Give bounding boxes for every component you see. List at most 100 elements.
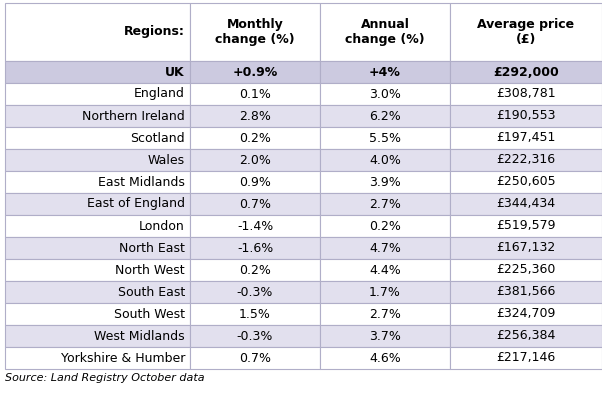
Text: 3.0%: 3.0% (369, 87, 401, 100)
Text: 0.9%: 0.9% (239, 176, 271, 189)
Text: £344,434: £344,434 (497, 197, 556, 210)
Bar (320, 127, 450, 149)
Text: London: London (139, 220, 185, 233)
Text: North West: North West (116, 263, 185, 276)
Text: 0.2%: 0.2% (239, 263, 271, 276)
Bar (190, 83, 320, 105)
Text: -1.6%: -1.6% (237, 241, 273, 255)
Text: £217,146: £217,146 (497, 352, 556, 365)
Text: +0.9%: +0.9% (232, 66, 278, 79)
Text: 0.2%: 0.2% (239, 131, 271, 144)
Bar (450, 171, 602, 193)
Text: 0.7%: 0.7% (239, 352, 271, 365)
Bar (5, 3, 190, 61)
Bar (450, 149, 602, 171)
Bar (5, 193, 190, 215)
Text: 6.2%: 6.2% (369, 110, 401, 123)
Text: -0.3%: -0.3% (237, 286, 273, 299)
Text: 4.0%: 4.0% (369, 153, 401, 166)
Bar (5, 303, 190, 325)
Bar (5, 259, 190, 281)
Bar (5, 325, 190, 347)
Text: Northern Ireland: Northern Ireland (82, 110, 185, 123)
Bar (320, 3, 450, 61)
Bar (5, 215, 190, 237)
Bar (5, 149, 190, 171)
Text: East of England: East of England (87, 197, 185, 210)
Text: Annual
change (%): Annual change (%) (345, 18, 425, 46)
Bar (450, 61, 602, 83)
Bar (5, 105, 190, 127)
Bar (190, 3, 320, 61)
Bar (190, 105, 320, 127)
Bar (190, 193, 320, 215)
Text: £324,709: £324,709 (496, 307, 556, 320)
Text: Source: Land Registry October data: Source: Land Registry October data (5, 373, 205, 383)
Bar (450, 215, 602, 237)
Text: South West: South West (114, 307, 185, 320)
Bar (320, 171, 450, 193)
Text: 4.6%: 4.6% (369, 352, 401, 365)
Text: Yorkshire & Humber: Yorkshire & Humber (61, 352, 185, 365)
Bar (320, 325, 450, 347)
Text: £225,360: £225,360 (496, 263, 556, 276)
Bar (5, 83, 190, 105)
Text: 3.7%: 3.7% (369, 330, 401, 342)
Bar (450, 83, 602, 105)
Bar (450, 281, 602, 303)
Bar (5, 281, 190, 303)
Text: Wales: Wales (148, 153, 185, 166)
Bar (190, 237, 320, 259)
Bar (320, 61, 450, 83)
Bar (190, 259, 320, 281)
Bar (5, 347, 190, 369)
Text: England: England (134, 87, 185, 100)
Text: £308,781: £308,781 (496, 87, 556, 100)
Bar (450, 325, 602, 347)
Text: 2.7%: 2.7% (369, 197, 401, 210)
Bar (190, 325, 320, 347)
Text: 1.7%: 1.7% (369, 286, 401, 299)
Bar (5, 171, 190, 193)
Text: Average price
(£): Average price (£) (477, 18, 574, 46)
Bar (320, 259, 450, 281)
Text: 0.2%: 0.2% (369, 220, 401, 233)
Text: £292,000: £292,000 (493, 66, 559, 79)
Bar (450, 237, 602, 259)
Bar (5, 127, 190, 149)
Text: Regions:: Regions: (124, 26, 185, 39)
Text: East Midlands: East Midlands (98, 176, 185, 189)
Text: 4.7%: 4.7% (369, 241, 401, 255)
Bar (320, 83, 450, 105)
Bar (450, 3, 602, 61)
Bar (320, 237, 450, 259)
Text: -0.3%: -0.3% (237, 330, 273, 342)
Text: 1.5%: 1.5% (239, 307, 271, 320)
Bar (320, 149, 450, 171)
Text: £222,316: £222,316 (497, 153, 556, 166)
Bar (190, 215, 320, 237)
Text: South East: South East (118, 286, 185, 299)
Text: UK: UK (166, 66, 185, 79)
Text: North East: North East (119, 241, 185, 255)
Bar (450, 259, 602, 281)
Bar (450, 303, 602, 325)
Bar (320, 105, 450, 127)
Text: £167,132: £167,132 (497, 241, 556, 255)
Text: +4%: +4% (369, 66, 401, 79)
Text: 2.0%: 2.0% (239, 153, 271, 166)
Bar (450, 193, 602, 215)
Text: -1.4%: -1.4% (237, 220, 273, 233)
Text: £197,451: £197,451 (496, 131, 556, 144)
Bar (190, 347, 320, 369)
Text: £250,605: £250,605 (496, 176, 556, 189)
Bar (190, 127, 320, 149)
Bar (320, 281, 450, 303)
Bar (190, 303, 320, 325)
Bar (320, 347, 450, 369)
Bar (5, 237, 190, 259)
Text: £256,384: £256,384 (496, 330, 556, 342)
Text: 2.8%: 2.8% (239, 110, 271, 123)
Text: Monthly
change (%): Monthly change (%) (215, 18, 295, 46)
Bar (450, 105, 602, 127)
